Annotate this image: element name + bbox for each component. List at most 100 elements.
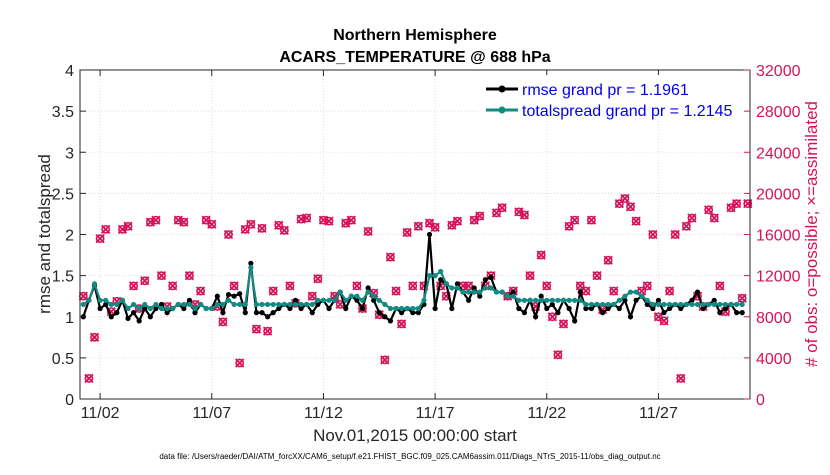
obs-possible-marker <box>402 228 412 237</box>
obs-possible-marker <box>676 374 686 383</box>
obs-possible-marker <box>196 286 205 296</box>
rmse-point <box>225 291 232 298</box>
obs-assimilated-marker <box>151 215 161 225</box>
legend-marker-totalspread <box>498 106 506 114</box>
obs-possible-marker <box>559 319 568 329</box>
obs-count-marker <box>179 217 189 227</box>
obs-possible-marker <box>620 194 630 203</box>
totalspread-point <box>164 305 170 312</box>
rmse-point <box>315 301 321 308</box>
obs-possible-marker <box>240 224 250 234</box>
obs-assimilated-marker <box>704 205 714 215</box>
rmse-point <box>125 315 131 321</box>
rmse-point <box>689 297 695 303</box>
totalspread-point <box>399 305 405 312</box>
footnote: data file: /Users/raeder/DAI/ATM_forcXX/… <box>159 452 660 461</box>
y-right-tick-label: 24000 <box>756 145 801 162</box>
totalspread-point <box>186 301 193 308</box>
x-axis-label: Nov.01,2015 00:00:00 start <box>313 426 517 445</box>
obs-count-marker <box>140 276 150 286</box>
obs-possible-marker <box>475 211 485 221</box>
totalspread-point <box>393 305 399 312</box>
obs-possible-marker <box>654 312 663 322</box>
obs-count-marker <box>229 281 239 291</box>
rmse-point <box>694 289 701 295</box>
totalspread-point <box>633 289 639 295</box>
obs-count-marker <box>251 324 262 334</box>
obs-assimilated-marker <box>223 229 234 240</box>
totalspread-point <box>404 305 410 312</box>
obs-count-marker <box>558 319 569 329</box>
y-right-tick-label: 4000 <box>756 351 792 368</box>
totalspread-point <box>644 297 650 303</box>
obs-count-marker <box>681 221 691 231</box>
obs-possible-marker <box>626 202 635 212</box>
obs-assimilated-marker <box>307 291 317 301</box>
obs-count-marker <box>642 281 652 291</box>
obs-count-marker <box>525 270 535 281</box>
rmse-point <box>371 297 377 303</box>
obs-assimilated-marker <box>542 281 552 291</box>
rmse-point <box>482 277 488 283</box>
totalspread-point <box>466 289 472 295</box>
obs-assimilated-marker <box>709 213 719 223</box>
totalspread-point <box>142 301 148 308</box>
rmse-point <box>292 297 299 303</box>
rmse-point <box>454 281 461 287</box>
obs-possible-marker <box>140 276 150 286</box>
obs-count-marker <box>207 219 217 229</box>
obs-possible-marker <box>252 324 261 334</box>
totalspread-point <box>103 297 109 303</box>
obs-count-marker <box>246 219 256 229</box>
obs-count-marker <box>307 291 317 301</box>
obs-count-marker <box>101 224 111 234</box>
obs-assimilated-marker <box>380 355 390 365</box>
totalspread-point <box>80 301 86 308</box>
totalspread-point <box>627 289 634 295</box>
obs-possible-marker <box>263 326 272 336</box>
totalspread-point <box>700 301 706 308</box>
obs-count-marker <box>536 250 546 260</box>
obs-count-marker <box>670 229 680 240</box>
totalspread-point <box>600 301 606 308</box>
totalspread-point <box>175 301 181 308</box>
obs-count-marker <box>497 203 507 213</box>
totalspread-point <box>728 301 734 308</box>
obs-assimilated-marker <box>329 291 340 301</box>
totalspread-point <box>387 305 394 312</box>
totalspread-point <box>209 305 215 312</box>
obs-count-marker <box>452 216 463 226</box>
rmse-point <box>415 310 421 316</box>
totalspread-point <box>460 289 466 295</box>
totalspread-point <box>315 297 321 303</box>
totalspread-point <box>365 289 371 295</box>
rmse-point <box>438 277 444 283</box>
obs-assimilated-marker <box>302 213 312 223</box>
totalspread-point <box>220 301 226 308</box>
totalspread-point <box>125 305 131 312</box>
rmse-point <box>242 310 248 316</box>
totalspread-point <box>309 301 315 308</box>
obs-possible-marker <box>609 286 619 296</box>
obs-assimilated-marker <box>664 286 675 296</box>
obs-possible-marker <box>95 234 105 244</box>
y-right-tick-label: 28000 <box>756 104 801 121</box>
obs-possible-marker <box>201 215 211 225</box>
totalspread-point <box>722 301 729 308</box>
obs-possible-marker <box>520 210 529 220</box>
obs-count-marker <box>553 350 563 360</box>
obs-count-marker <box>128 281 139 291</box>
obs-assimilated-marker <box>346 215 356 225</box>
y-tick-label: 3 <box>65 145 74 162</box>
totalspread-point <box>493 289 500 295</box>
obs-possible-marker <box>207 219 217 229</box>
rmse-point <box>466 297 472 303</box>
obs-count-marker <box>547 312 557 322</box>
obs-count-marker <box>664 286 675 296</box>
obs-possible-marker <box>704 205 714 215</box>
obs-assimilated-marker <box>235 358 245 368</box>
obs-count-marker <box>430 222 440 232</box>
obs-assimilated-marker <box>536 250 546 260</box>
rmse-point <box>616 305 622 312</box>
totalspread-point <box>661 301 667 308</box>
